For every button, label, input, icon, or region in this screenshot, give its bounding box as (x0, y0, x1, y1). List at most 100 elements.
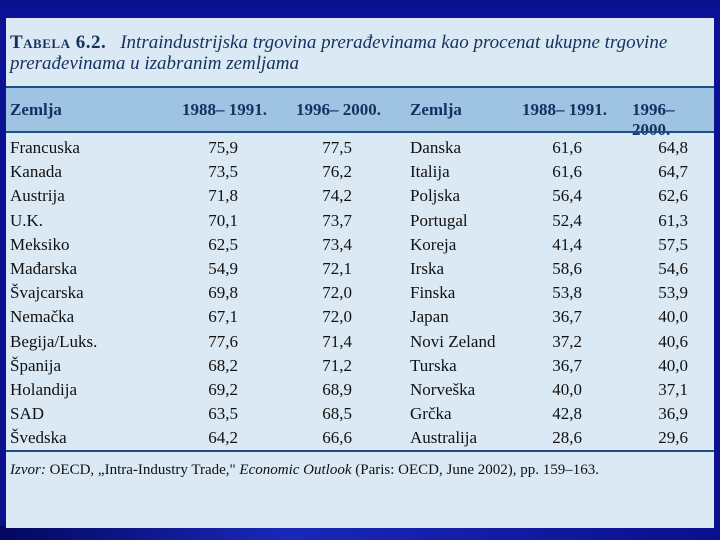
period1-cell-left: 71,8 (208, 186, 238, 206)
period1-cell-left: 62,5 (208, 234, 238, 254)
country-cell-right: Koreja (410, 234, 457, 254)
period2-cell-right: 29,6 (658, 428, 688, 448)
period2-cell-right: 40,0 (658, 355, 688, 375)
period1-cell-left: 68,2 (208, 355, 238, 375)
period1-cell-left: 70,1 (208, 210, 238, 230)
period2-cell-left: 68,9 (322, 380, 352, 399)
period1-cell-left: 69,8 (208, 283, 238, 303)
country-cell-left: Španija (10, 355, 61, 375)
country-cell-left: U.K. (10, 210, 44, 230)
country-cell-left: Švedska (10, 428, 67, 448)
period1-cell-left: 77,6 (208, 331, 238, 351)
period1-cell-right: 61,6 (552, 138, 582, 157)
table-row: Nemačka 67,1 72,0 Japan 36,7 40,0 (6, 305, 714, 329)
country-cell-right: Japan (410, 307, 449, 327)
period2-cell-right: 61,3 (658, 210, 688, 230)
table-row: Meksiko 62,5 73,4 Koreja 41,4 57,5 (6, 233, 714, 257)
period2-cell-left: 72,0 (322, 307, 352, 327)
period1-cell-left: 64,2 (208, 428, 238, 448)
period2-cell-right: 37,1 (658, 380, 688, 399)
header-bottom-rule (6, 131, 714, 133)
country-cell-right: Turska (410, 355, 457, 375)
country-cell-right: Novi Zeland (410, 331, 496, 351)
table-row: Mađarska 54,9 72,1 Irska 58,6 54,6 (6, 257, 714, 281)
period1-cell-right: 56,4 (552, 186, 582, 206)
period1-cell-right: 28,6 (552, 428, 582, 448)
period1-cell-right: 58,6 (552, 259, 582, 278)
table-row: U.K. 70,1 73,7 Portugal 52,4 61,3 (6, 209, 714, 233)
period1-cell-right: 52,4 (552, 210, 582, 230)
period2-cell-left: 68,5 (322, 404, 352, 424)
header-country-right: Zemlja (410, 100, 462, 119)
period2-cell-right: 62,6 (658, 186, 688, 206)
table-row: SAD 63,5 68,5 Grčka 42,8 36,9 (6, 402, 714, 426)
period2-cell-left: 74,2 (322, 186, 352, 206)
period1-cell-right: 36,7 (552, 307, 582, 327)
period1-cell-left: 73,5 (208, 162, 238, 182)
country-cell-left: Austrija (10, 186, 65, 206)
table-row: Španija 68,2 71,2 Turska 36,7 40,0 (6, 354, 714, 378)
country-cell-right: Danska (410, 138, 461, 157)
header-period2-left: 1996– 2000. (296, 100, 381, 119)
table-row: Švedska 64,2 66,6 Australija 28,6 29,6 (6, 426, 714, 450)
period1-cell-left: 63,5 (208, 404, 238, 424)
period2-cell-left: 66,6 (322, 428, 352, 448)
table-row: Kanada 73,5 76,2 Italija 61,6 64,7 (6, 160, 714, 184)
source-journal: Economic Outlook (239, 462, 352, 478)
country-cell-right: Norveška (410, 380, 476, 399)
period2-cell-left: 72,1 (322, 259, 352, 278)
country-cell-left: Begija/Luks. (10, 331, 98, 351)
period2-cell-left: 72,0 (322, 283, 352, 303)
table-row: Holandija 69,2 68,9 Norveška 40,0 37,1 (6, 378, 714, 402)
period1-cell-right: 36,7 (552, 355, 582, 375)
country-cell-right: Australija (410, 428, 478, 448)
period2-cell-right: 64,7 (658, 162, 688, 182)
header-period1-right: 1988– 1991. (522, 100, 607, 119)
table-row: Austrija 71,8 74,2 Poljska 56,4 62,6 (6, 184, 714, 208)
period2-cell-left: 73,4 (322, 234, 352, 254)
country-cell-left: Mađarska (10, 259, 78, 278)
period2-cell-right: 64,8 (658, 138, 688, 157)
country-cell-right: Finska (410, 283, 456, 303)
period2-cell-right: 40,6 (658, 331, 688, 351)
country-cell-right: Italija (410, 162, 450, 182)
period1-cell-left: 54,9 (208, 259, 238, 278)
source-text-1: OECD, „Intra-Industry Trade," (45, 462, 240, 478)
source-text-2: (Paris: OECD, June 2002), pp. 159–163. (351, 462, 599, 478)
table-bottom-rule (6, 450, 714, 452)
period2-cell-left: 76,2 (322, 162, 352, 182)
table-row: Francuska 75,9 77,5 Danska 61,6 64,8 (6, 136, 714, 160)
period2-cell-left: 71,4 (322, 331, 352, 351)
header-period1-left: 1988– 1991. (182, 100, 267, 119)
period1-cell-right: 40,0 (552, 380, 582, 399)
slide-bottom-band (0, 526, 720, 540)
source-note: Izvor: OECD, „Intra-Industry Trade," Eco… (10, 462, 710, 479)
header-period2-right: 1996– 2000. (632, 100, 675, 139)
period1-cell-left: 67,1 (208, 307, 238, 327)
table-label: Tabela 6.2. (10, 32, 107, 53)
country-cell-left: Holandija (10, 380, 78, 399)
country-cell-right: Portugal (410, 210, 468, 230)
period2-cell-right: 57,5 (658, 234, 688, 254)
table-caption: Intraindustrijska trgovina prerađevinama… (10, 32, 668, 74)
period2-cell-right: 53,9 (658, 283, 688, 303)
table-title: Tabela 6.2. Intraindustrijska trgovina pr… (10, 32, 710, 74)
period1-cell-right: 61,6 (552, 162, 582, 182)
period1-cell-left: 69,2 (208, 380, 238, 399)
country-cell-left: Meksiko (10, 234, 70, 254)
table-panel: Tabela 6.2. Intraindustrijska trgovina pr… (6, 18, 714, 528)
header-top-rule (6, 86, 714, 88)
period1-cell-right: 37,2 (552, 331, 582, 351)
header-country-left: Zemlja (10, 100, 62, 119)
period2-cell-right: 40,0 (658, 307, 688, 327)
country-cell-left: SAD (10, 404, 45, 424)
period2-cell-right: 54,6 (658, 259, 688, 278)
country-cell-right: Poljska (410, 186, 461, 206)
source-label: Izvor: (10, 462, 46, 478)
country-cell-right: Grčka (410, 404, 452, 424)
country-cell-left: Francuska (10, 138, 80, 157)
period2-cell-left: 77,5 (322, 138, 352, 157)
country-cell-left: Kanada (10, 162, 62, 182)
period2-cell-left: 71,2 (322, 355, 352, 375)
period1-cell-right: 42,8 (552, 404, 582, 424)
